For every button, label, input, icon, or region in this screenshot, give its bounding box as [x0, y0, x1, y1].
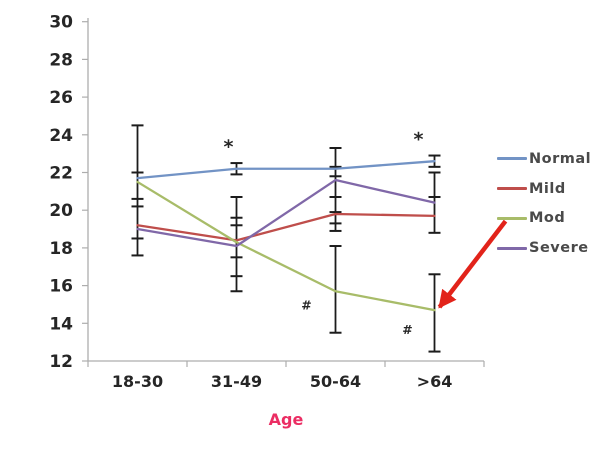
x-axis-title: Age [268, 410, 304, 429]
legend-item-normal: Normal [497, 144, 591, 174]
x-tick-label: >64 [417, 372, 453, 391]
legend-swatch-severe [497, 246, 527, 250]
series-line-mod [136, 180, 436, 312]
y-tick-label: 16 [49, 277, 73, 297]
error-bar-group [329, 146, 342, 334]
legend-label: Mild [529, 180, 566, 197]
legend-label: Normal [529, 150, 592, 167]
legend-label: Severe [529, 240, 589, 257]
x-tick-label: 18-30 [112, 372, 163, 391]
series-line-severe [136, 178, 436, 248]
y-tick-label: 30 [49, 13, 73, 33]
legend-swatch-mod [497, 216, 527, 220]
error-bar-group [131, 124, 144, 257]
y-tick-label: 28 [49, 50, 73, 70]
legend-item-mild: Mild [497, 174, 591, 204]
y-tick-label: 12 [49, 352, 73, 372]
chart-legend: Normal Mild Mod Severe [497, 144, 591, 263]
annotation-arrow [437, 219, 508, 309]
legend-label: Mod [529, 210, 566, 227]
significance-hash: # [402, 322, 412, 337]
error-bar-group [230, 162, 243, 293]
significance-asterisk: * [414, 129, 424, 151]
y-tick-label: 14 [49, 314, 73, 334]
y-tick-label: 20 [49, 201, 73, 221]
significance-asterisk: * [224, 136, 234, 158]
y-tick-label: 24 [49, 126, 73, 146]
error-bar-group [428, 154, 441, 353]
y-tick-label: 26 [49, 88, 73, 108]
legend-item-mod: Mod [497, 204, 591, 234]
series-line-normal [136, 160, 436, 180]
legend-item-severe: Severe [497, 233, 591, 263]
y-tick-label: 18 [49, 239, 73, 259]
x-tick-label: 50-64 [310, 372, 361, 391]
legend-swatch-normal [497, 157, 527, 161]
x-tick-label: 31-49 [211, 372, 262, 391]
series-line-mild [136, 212, 436, 242]
significance-hash: # [301, 297, 311, 312]
y-tick-label: 22 [49, 164, 73, 184]
legend-swatch-mild [497, 187, 527, 191]
